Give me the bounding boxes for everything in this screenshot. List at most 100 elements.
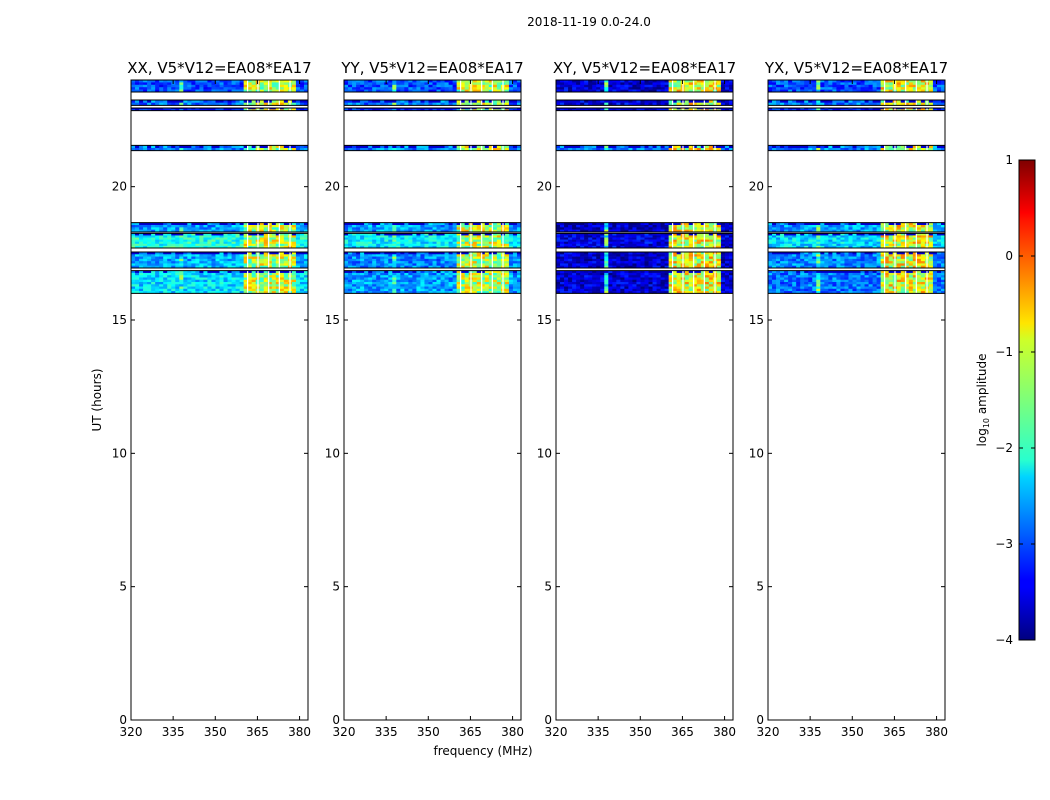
heatmap-cell — [175, 222, 180, 226]
heatmap-cell — [628, 148, 633, 151]
heatmap-cell — [688, 84, 694, 88]
heatmap-cell — [416, 241, 421, 245]
heatmap-cell — [215, 222, 220, 226]
heatmap-cell — [512, 108, 518, 110]
heatmap-cell — [700, 239, 706, 243]
heatmap-cell — [183, 265, 188, 269]
heatmap-cell — [163, 291, 168, 294]
heatmap-cell — [644, 252, 649, 255]
heatmap-cell — [291, 254, 297, 257]
heatmap-cell — [219, 80, 224, 83]
heatmap-cell — [279, 227, 285, 230]
heatmap-cell — [131, 254, 136, 257]
heatmap-cell — [404, 265, 409, 269]
heatmap-cell — [472, 108, 478, 110]
heatmap-cell — [131, 80, 136, 83]
heatmap-cell — [588, 84, 593, 88]
heatmap-cell — [159, 284, 164, 287]
heatmap-cell — [279, 148, 285, 151]
heatmap-cell — [239, 288, 245, 292]
heatmap-cell — [380, 100, 385, 103]
heatmap-cell — [259, 286, 265, 290]
heatmap-cell — [644, 87, 649, 90]
heatmap-cell — [219, 82, 224, 86]
heatmap-cell — [652, 145, 657, 149]
heatmap-cell — [416, 102, 421, 106]
heatmap-cell — [195, 272, 200, 276]
heatmap-cell — [183, 277, 188, 281]
heatmap-cell — [440, 256, 445, 260]
heatmap-cell — [716, 100, 722, 103]
heatmap-cell — [211, 245, 216, 249]
heatmap-cell — [227, 241, 232, 245]
heatmap-cell — [400, 252, 405, 255]
heatmap-cell — [283, 102, 289, 106]
heatmap-cell — [303, 100, 308, 103]
heatmap-cell — [668, 87, 674, 90]
heatmap-cell — [400, 277, 405, 281]
heatmap-cell — [508, 265, 514, 269]
heatmap-cell — [448, 89, 454, 93]
heatmap-cell — [428, 277, 433, 281]
heatmap-cell — [572, 100, 577, 103]
heatmap-cell — [235, 239, 241, 243]
heatmap-cell — [247, 277, 253, 281]
heatmap-cell — [516, 239, 521, 243]
heatmap-cell — [243, 108, 249, 110]
heatmap-cell — [368, 263, 373, 267]
heatmap-cell — [219, 109, 224, 111]
heatmap-cell — [163, 237, 168, 240]
heatmap-cell — [279, 265, 285, 269]
heatmap-cell — [235, 222, 241, 226]
heatmap-cell — [496, 82, 502, 86]
heatmap-cell — [344, 89, 349, 93]
heatmap-cell — [572, 145, 577, 149]
heatmap-cell — [624, 252, 629, 255]
heatmap-cell — [452, 254, 458, 257]
heatmap-cell — [584, 252, 589, 255]
heatmap-cell — [508, 235, 514, 238]
heatmap-cell — [352, 254, 357, 257]
heatmap-cell — [652, 263, 657, 267]
heatmap-cell — [656, 254, 661, 257]
heatmap-cell — [267, 145, 273, 149]
heatmap-cell — [464, 265, 470, 269]
heatmap-cell — [440, 89, 445, 93]
heatmap-cell — [167, 225, 172, 228]
heatmap-cell — [492, 279, 498, 283]
heatmap-cell — [480, 272, 486, 276]
heatmap-cell — [716, 235, 722, 238]
heatmap-cell — [376, 241, 381, 245]
heatmap-cell — [155, 235, 160, 238]
heatmap-cell — [676, 235, 682, 238]
heatmap-cell — [656, 222, 661, 226]
heatmap-cell — [235, 263, 241, 267]
heatmap-cell — [231, 263, 236, 267]
heatmap-cell — [564, 108, 569, 110]
heatmap-cell — [239, 108, 245, 110]
heatmap-cell — [580, 229, 585, 233]
heatmap-cell — [267, 291, 273, 294]
heatmap-cell — [191, 82, 196, 86]
heatmap-cell — [231, 258, 236, 262]
heatmap-cell — [400, 263, 405, 267]
heatmap-cell — [155, 109, 160, 111]
heatmap-cell — [147, 102, 152, 106]
heatmap-cell — [239, 265, 245, 269]
heatmap-cell — [588, 258, 593, 262]
heatmap-cell — [388, 89, 393, 93]
heatmap-cell — [628, 237, 633, 240]
heatmap-cell — [672, 261, 678, 264]
heatmap-cell — [652, 109, 657, 111]
heatmap-cell — [484, 275, 490, 278]
heatmap-cell — [620, 84, 625, 88]
heatmap-cell — [444, 286, 449, 290]
heatmap-cell — [183, 148, 188, 151]
heatmap-cell — [636, 82, 641, 86]
heatmap-cell — [588, 233, 593, 236]
heatmap-cell — [175, 252, 180, 255]
heatmap-cell — [432, 148, 437, 151]
heatmap-cell — [195, 263, 200, 267]
heatmap-cell — [131, 279, 136, 283]
heatmap-cell — [167, 239, 172, 243]
